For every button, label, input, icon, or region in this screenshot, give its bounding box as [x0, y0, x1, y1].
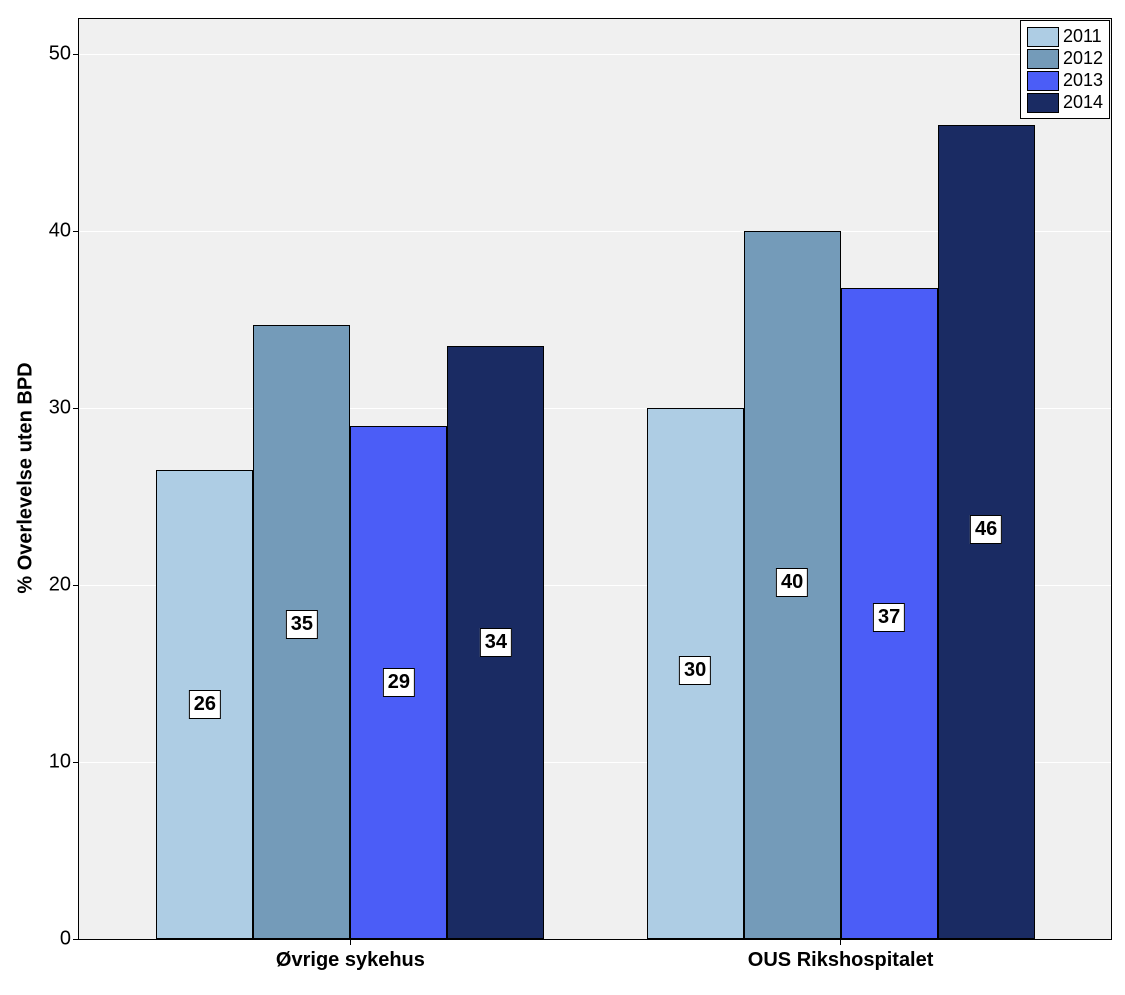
y-tick-label: 20: [49, 574, 71, 597]
legend-item: 2014: [1027, 92, 1103, 113]
legend-item: 2012: [1027, 48, 1103, 69]
legend-swatch: [1027, 71, 1059, 91]
bar-value-label: 40: [776, 568, 808, 597]
y-tick-mark: [73, 231, 79, 232]
legend-label: 2012: [1063, 48, 1103, 69]
y-tick-mark: [73, 585, 79, 586]
legend-swatch: [1027, 93, 1059, 113]
bar-value-label: 26: [189, 690, 221, 719]
y-tick-mark: [73, 939, 79, 940]
plot-area: 0102030405026352934Øvrige sykehus3040374…: [78, 18, 1112, 940]
x-tick-label: OUS Rikshospitalet: [748, 949, 934, 972]
legend-item: 2013: [1027, 70, 1103, 91]
chart-container: 0 10 20 30 40 50 26 35 29 34 Øvrige sykehus 30 40 37 4…: [0, 0, 1125, 995]
y-tick-mark: [73, 408, 79, 409]
x-tick-label: Øvrige sykehus: [276, 949, 425, 972]
legend-swatch: [1027, 27, 1059, 47]
y-axis-title: % Overlevelse uten BPD: [15, 362, 38, 593]
bar-value-label: 37: [873, 603, 905, 632]
y-tick-label: 50: [49, 43, 71, 66]
legend-swatch: [1027, 49, 1059, 69]
gridline: [79, 54, 1111, 55]
y-tick-label: 30: [49, 397, 71, 420]
y-tick-mark: [73, 762, 79, 763]
y-tick-label: 0: [60, 928, 71, 951]
y-tick-mark: [73, 54, 79, 55]
legend-label: 2014: [1063, 92, 1103, 113]
legend-item: 2011: [1027, 26, 1103, 47]
bar-value-label: 46: [970, 515, 1002, 544]
x-tick-mark: [350, 939, 351, 945]
bar-value-label: 29: [383, 668, 415, 697]
y-tick-label: 10: [49, 751, 71, 774]
legend-label: 2011: [1063, 26, 1102, 47]
bar-value-label: 35: [286, 610, 318, 639]
bar-value-label: 30: [679, 656, 711, 685]
bar-value-label: 34: [480, 628, 512, 657]
x-tick-mark: [840, 939, 841, 945]
y-tick-label: 40: [49, 220, 71, 243]
legend-label: 2013: [1063, 70, 1103, 91]
legend: 2011201220132014: [1020, 20, 1110, 119]
